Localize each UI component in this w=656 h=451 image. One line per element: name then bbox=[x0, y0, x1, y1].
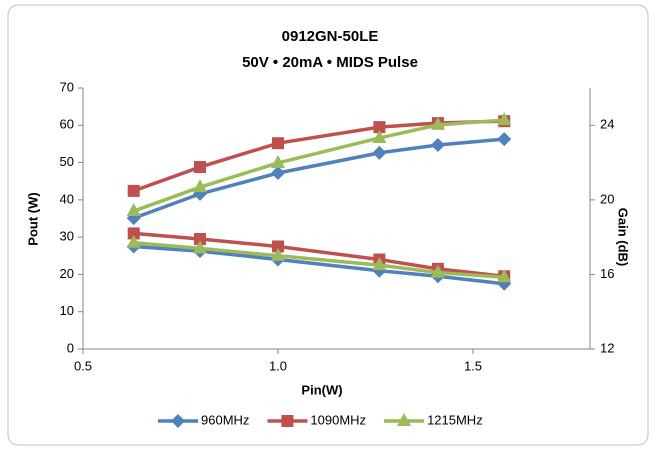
y-tick-label: 0 bbox=[67, 340, 74, 355]
x-tick-label: 1.5 bbox=[464, 358, 482, 373]
marker bbox=[497, 132, 512, 147]
x-tick-label: 1.0 bbox=[269, 358, 287, 373]
marker bbox=[193, 179, 207, 193]
chart-frame bbox=[7, 4, 649, 446]
marker bbox=[194, 161, 206, 174]
marker bbox=[271, 247, 285, 261]
y-tick-label: 10 bbox=[60, 303, 74, 318]
legend-label: 1090MHz bbox=[310, 412, 366, 427]
y-tick-label: 40 bbox=[60, 191, 74, 206]
marker bbox=[271, 154, 285, 168]
y2-tick-label: 16 bbox=[600, 266, 614, 281]
y-tick-label: 70 bbox=[60, 79, 74, 94]
marker bbox=[373, 121, 386, 134]
marker bbox=[372, 129, 387, 143]
marker bbox=[372, 257, 387, 271]
series-line bbox=[133, 244, 505, 286]
series-line bbox=[133, 137, 505, 220]
y-tick-label: 60 bbox=[60, 117, 74, 132]
marker bbox=[126, 203, 141, 217]
legend-label: 960MHz bbox=[201, 412, 249, 427]
marker bbox=[193, 240, 207, 254]
marker bbox=[430, 264, 445, 278]
legend-label: 1215MHz bbox=[427, 412, 483, 427]
y-axis-label: Pout (W) bbox=[25, 192, 40, 245]
marker bbox=[271, 166, 285, 181]
series-line bbox=[133, 231, 505, 279]
x-tick-label: 0.5 bbox=[74, 358, 92, 373]
y2-tick-label: 20 bbox=[600, 191, 614, 206]
series-line bbox=[133, 240, 505, 279]
chart-title: 0912GN-50LE bbox=[282, 28, 379, 45]
marker bbox=[272, 137, 284, 150]
marker bbox=[497, 269, 512, 283]
marker bbox=[430, 116, 445, 130]
y-tick-label: 50 bbox=[60, 154, 74, 169]
marker bbox=[372, 145, 387, 160]
marker bbox=[127, 227, 140, 240]
legend-marker bbox=[281, 415, 294, 427]
y-tick-label: 20 bbox=[60, 266, 74, 281]
marker bbox=[272, 240, 284, 253]
marker bbox=[194, 233, 206, 246]
series-line bbox=[133, 118, 505, 213]
legend-marker bbox=[171, 414, 185, 428]
y2-tick-label: 24 bbox=[600, 117, 614, 132]
chart-subtitle: 50V • 20mA • MIDS Pulse bbox=[242, 54, 418, 71]
marker bbox=[430, 138, 445, 153]
marker bbox=[497, 112, 512, 126]
marker bbox=[126, 234, 141, 248]
y-tick-label: 30 bbox=[60, 229, 74, 244]
legend-marker bbox=[397, 413, 412, 426]
x-axis-label: Pin(W) bbox=[301, 382, 342, 397]
y2-axis-label: Gain (dB) bbox=[616, 208, 631, 267]
marker bbox=[127, 184, 140, 197]
y2-tick-label: 12 bbox=[600, 340, 614, 355]
